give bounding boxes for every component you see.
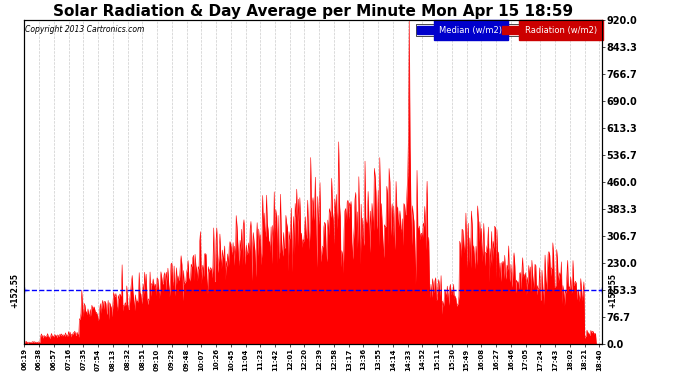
Legend: Median (w/m2), Radiation (w/m2): Median (w/m2), Radiation (w/m2) [415,24,598,36]
Text: Copyright 2013 Cartronics.com: Copyright 2013 Cartronics.com [25,25,144,34]
Text: +152.55: +152.55 [11,273,20,308]
Text: +152.55: +152.55 [609,273,618,308]
Title: Solar Radiation & Day Average per Minute Mon Apr 15 18:59: Solar Radiation & Day Average per Minute… [53,4,573,19]
